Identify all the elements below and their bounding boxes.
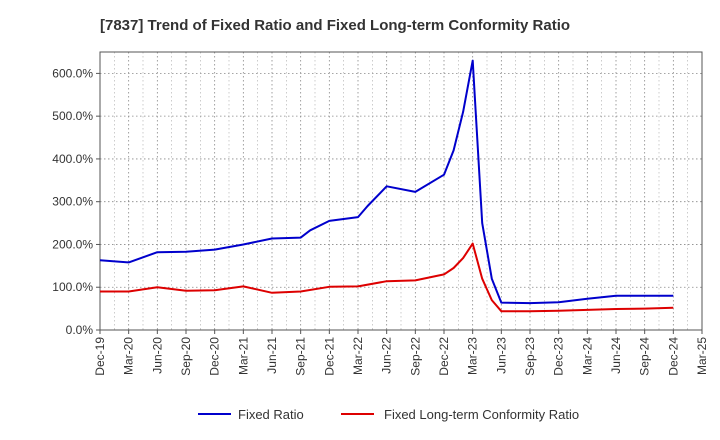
x-tick-label: Mar-25 bbox=[695, 337, 709, 375]
x-tick-label: Dec-24 bbox=[666, 337, 680, 376]
x-tick-label: Dec-20 bbox=[208, 337, 222, 376]
y-tick-label: 0.0% bbox=[66, 323, 94, 337]
x-tick-label: Dec-22 bbox=[437, 337, 451, 376]
series-line-fixed-long-term-conformity-ratio bbox=[100, 242, 674, 313]
x-tick-label: Sep-23 bbox=[523, 337, 537, 376]
grid bbox=[99, 52, 703, 331]
y-tick-label: 200.0% bbox=[52, 237, 93, 251]
x-tick-label: Sep-20 bbox=[179, 337, 193, 376]
x-tick-label: Jun-22 bbox=[380, 337, 394, 374]
y-tick-label: 300.0% bbox=[52, 195, 93, 209]
x-tick-label: Mar-21 bbox=[236, 337, 250, 375]
y-tick-label: 600.0% bbox=[52, 66, 93, 80]
x-tick-label: Jun-20 bbox=[150, 337, 164, 374]
legend-label: Fixed Ratio bbox=[238, 407, 304, 422]
x-tick-label: Dec-19 bbox=[93, 337, 107, 376]
x-tick-label: Dec-21 bbox=[322, 337, 336, 376]
x-tick-label: Sep-24 bbox=[638, 337, 652, 376]
plot-frame bbox=[99, 51, 703, 331]
x-tick-label: Jun-23 bbox=[494, 337, 508, 374]
y-tick-label: 500.0% bbox=[52, 109, 93, 123]
x-tick-label: Jun-24 bbox=[609, 337, 623, 374]
x-tick-label: Mar-24 bbox=[580, 337, 594, 375]
x-tick-label: Dec-23 bbox=[552, 337, 566, 376]
x-tick-label: Sep-22 bbox=[408, 337, 422, 376]
legend-label: Fixed Long-term Conformity Ratio bbox=[384, 407, 579, 422]
x-tick-label: Mar-20 bbox=[122, 337, 136, 375]
x-tick-label: Jun-21 bbox=[265, 337, 279, 374]
legend: Fixed Ratio Fixed Long-term Conformity Ra… bbox=[198, 407, 579, 422]
series-line-fixed-ratio bbox=[99, 59, 674, 305]
x-tick-label: Mar-23 bbox=[466, 337, 480, 375]
y-tick-label: 100.0% bbox=[52, 280, 93, 294]
x-tick-label: Sep-21 bbox=[294, 337, 308, 376]
y-tick-label: 400.0% bbox=[52, 152, 93, 166]
series-layer bbox=[99, 59, 674, 313]
axes: 0.0% 100.0% 200.0% 300.0% 400.0% 500.0% 600.0%… bbox=[52, 51, 709, 376]
x-tick-label: Mar-22 bbox=[351, 337, 365, 375]
chart-title: [7837] Trend of Fixed Ratio and Fixed Lo… bbox=[100, 17, 570, 34]
